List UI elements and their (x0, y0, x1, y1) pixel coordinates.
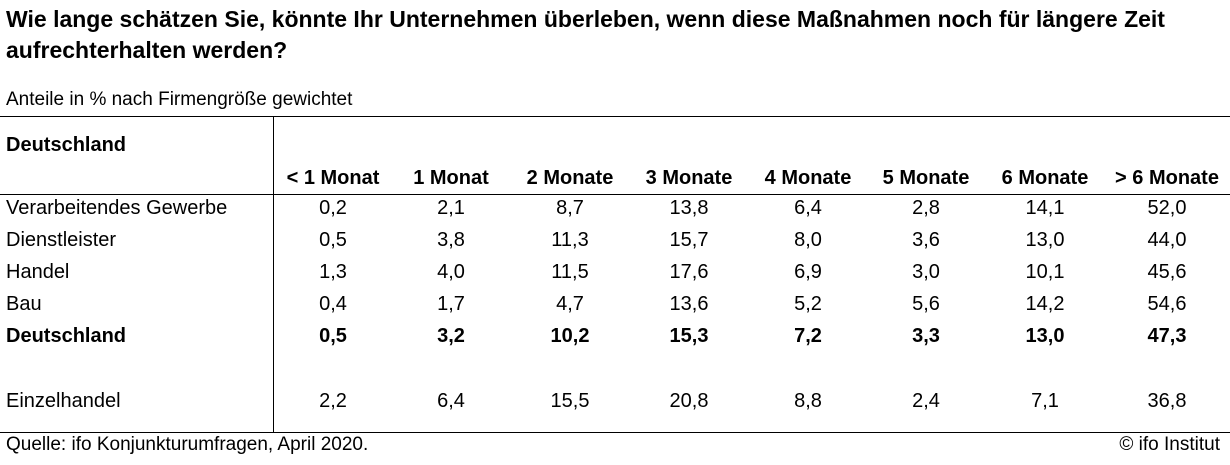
header-bottom-rule (0, 194, 1230, 195)
table-cell: 15,5 (550, 390, 590, 412)
table-cell: 47,3 (1147, 325, 1187, 347)
table-cell: 13,6 (669, 293, 709, 315)
copyright-note: © ifo Institut (1119, 434, 1220, 455)
table-row: Deutschland 0,5 3,2 10,2 15,3 7,2 3,3 13,0 47,3 (0, 325, 1230, 355)
table-cell: 14,2 (1025, 293, 1065, 315)
label-column-divider (273, 116, 274, 432)
table-cell: 2,8 (912, 197, 940, 219)
table-cell: 0,2 (319, 197, 347, 219)
table-cell: 36,8 (1147, 390, 1187, 412)
table-row: Verarbeitendes Gewerbe 0,2 2,1 8,7 13,8 6,4 2,… (0, 197, 1230, 227)
region-header: Deutschland (6, 134, 127, 156)
table-cell: 15,3 (669, 325, 709, 347)
table-cell: 14,1 (1025, 197, 1065, 219)
table-cell: 15,7 (669, 229, 709, 251)
table-row: Dienstleister 0,5 3,8 11,3 15,7 8,0 3,6 13,0 44,… (0, 229, 1230, 259)
table-cell: 6,9 (794, 261, 822, 283)
table-cell: 4,7 (556, 293, 584, 315)
table-cell: 13,0 (1025, 325, 1065, 347)
table-cell: 1,3 (319, 261, 347, 283)
table-cell: 3,3 (912, 325, 940, 347)
row-label: Verarbeitendes Gewerbe (6, 197, 228, 219)
row-label: Deutschland (6, 325, 127, 347)
table-row: Bau 0,4 1,7 4,7 13,6 5,2 5,6 14,2 54,6 (0, 293, 1230, 323)
row-label: Einzelhandel (6, 390, 121, 412)
table-bottom-rule (0, 432, 1230, 433)
table-cell: 45,6 (1147, 261, 1187, 283)
table-cell: 13,8 (669, 197, 709, 219)
table-cell: 52,0 (1147, 197, 1187, 219)
table-cell: 6,4 (794, 197, 822, 219)
table-cell: 3,8 (437, 229, 465, 251)
table-cell: 17,6 (669, 261, 709, 283)
table-row: Handel 1,3 4,0 11,5 17,6 6,9 3,0 10,1 45,6 (0, 261, 1230, 291)
source-note: Quelle: ifo Konjunkturumfragen, April 20… (6, 434, 369, 455)
table-cell: 5,6 (912, 293, 940, 315)
row-label: Bau (6, 293, 42, 315)
table-cell: 8,0 (794, 229, 822, 251)
column-header: 1 Monat (413, 167, 489, 189)
table-cell: 3,0 (912, 261, 940, 283)
table-cell: 2,4 (912, 390, 940, 412)
table-cell: 2,1 (437, 197, 465, 219)
table-cell: 20,8 (669, 390, 709, 412)
column-header: 3 Monate (645, 167, 733, 189)
table-cell: 3,2 (437, 325, 465, 347)
table-cell: 54,6 (1147, 293, 1187, 315)
column-header: 4 Monate (764, 167, 852, 189)
column-header: 6 Monate (1001, 167, 1089, 189)
row-label: Handel (6, 261, 70, 283)
column-header: < 1 Monat (286, 167, 380, 189)
table-cell: 13,0 (1025, 229, 1065, 251)
table-cell: 0,5 (319, 325, 347, 347)
table-cell: 10,2 (550, 325, 590, 347)
table-cell: 10,1 (1025, 261, 1065, 283)
table-cell: 11,3 (551, 229, 589, 251)
column-header: 2 Monate (526, 167, 614, 189)
page-title: Wie lange schätzen Sie, könnte Ihr Unter… (6, 6, 1165, 63)
table-cell: 3,6 (912, 229, 940, 251)
column-header: 5 Monate (882, 167, 970, 189)
column-header: > 6 Monate (1115, 167, 1219, 189)
table-cell: 6,4 (437, 390, 465, 412)
table-cell: 8,8 (794, 390, 822, 412)
table-cell: 4,0 (437, 261, 465, 283)
table-cell: 7,2 (794, 325, 822, 347)
table-cell: 0,5 (319, 229, 347, 251)
table-cell: 1,7 (437, 293, 465, 315)
table-cell: 2,2 (319, 390, 347, 412)
table-cell: 11,5 (551, 261, 589, 283)
row-label: Dienstleister (6, 229, 117, 251)
table-cell: 7,1 (1031, 390, 1059, 412)
table-top-rule (0, 116, 1230, 117)
table-cell: 0,4 (319, 293, 347, 315)
subtitle: Anteile in % nach Firmengröße gewichtet (6, 89, 353, 110)
table-cell: 8,7 (556, 197, 584, 219)
table-cell: 44,0 (1147, 229, 1187, 251)
table-cell: 5,2 (794, 293, 822, 315)
table-row: Einzelhandel 2,2 6,4 15,5 20,8 8,8 2,4 7,1 36,8 (0, 390, 1230, 420)
